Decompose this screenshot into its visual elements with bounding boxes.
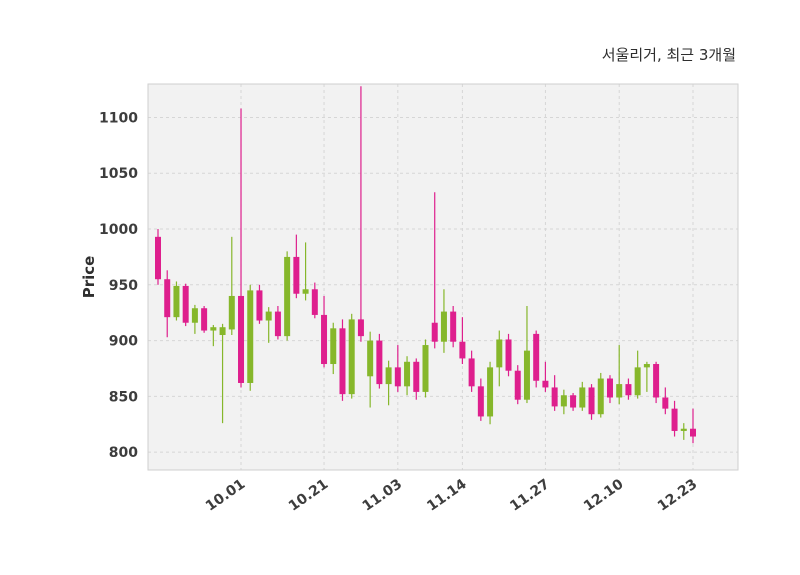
candle-body bbox=[671, 408, 678, 431]
candle-body bbox=[348, 319, 355, 395]
candle-body bbox=[570, 395, 577, 408]
y-tick-label: 1050 bbox=[99, 166, 138, 182]
candle-body bbox=[357, 319, 364, 337]
candle-body bbox=[210, 327, 217, 331]
candle-body bbox=[477, 386, 484, 417]
plot-border bbox=[147, 83, 739, 471]
x-axis-tick-labels: 10.01 10.21 11.03 11.14 11.27 12.10 12.23 bbox=[203, 476, 700, 515]
price-axis-label: Price bbox=[80, 256, 98, 299]
plot-area bbox=[148, 84, 738, 470]
candle-body bbox=[459, 341, 466, 359]
candle-body bbox=[560, 395, 567, 407]
candle-body bbox=[265, 311, 272, 321]
candle-body bbox=[643, 364, 650, 368]
candles-group bbox=[155, 86, 696, 444]
candle-body bbox=[690, 428, 696, 437]
candle-body bbox=[487, 367, 494, 417]
candle-body bbox=[579, 387, 586, 408]
candle-body bbox=[182, 285, 189, 323]
candle-body bbox=[653, 364, 660, 398]
candle-body bbox=[422, 345, 429, 392]
candle-body bbox=[376, 340, 383, 385]
y-axis-tick-labels: 800 850 900 950 1000 1050 1100 bbox=[99, 110, 138, 461]
candle-body bbox=[238, 295, 245, 383]
candle-body bbox=[191, 308, 198, 323]
candle-body bbox=[339, 328, 346, 395]
candle-body bbox=[247, 290, 254, 383]
candle-body bbox=[413, 361, 420, 392]
candle-body bbox=[468, 358, 475, 387]
candle-body bbox=[625, 384, 632, 396]
x-tick-label: 10.21 bbox=[286, 476, 331, 515]
candle-body bbox=[330, 328, 337, 365]
candle-body bbox=[588, 387, 595, 415]
candle-body bbox=[173, 285, 180, 318]
candle-body bbox=[542, 380, 549, 388]
candle-body bbox=[284, 256, 291, 337]
y-tick-label: 950 bbox=[109, 278, 138, 294]
candle-body bbox=[394, 367, 401, 387]
candle-body bbox=[219, 327, 226, 336]
candle-body bbox=[634, 367, 641, 396]
candle-body bbox=[311, 289, 318, 315]
y-tick-label: 850 bbox=[109, 389, 138, 405]
candle-body bbox=[505, 339, 512, 371]
candle-body bbox=[533, 333, 540, 381]
candle-body bbox=[514, 370, 521, 400]
candle-body bbox=[302, 289, 309, 294]
candle-body bbox=[551, 387, 558, 407]
candle-body bbox=[385, 367, 392, 385]
y-tick-label: 800 bbox=[109, 445, 138, 461]
candle-body bbox=[367, 340, 374, 377]
candle-body bbox=[597, 378, 604, 415]
candle-body bbox=[431, 322, 438, 342]
candle-body bbox=[321, 314, 328, 365]
candle-body bbox=[662, 397, 669, 409]
candle-body bbox=[293, 256, 300, 294]
y-tick-label: 1100 bbox=[99, 110, 138, 126]
candle-body bbox=[450, 311, 457, 342]
candle-body bbox=[256, 290, 263, 321]
y-tick-label: 1000 bbox=[99, 222, 138, 238]
chart-title: 서울리거, 최근 3개월 bbox=[601, 46, 736, 64]
x-tick-label: 11.03 bbox=[360, 476, 405, 515]
candle-body bbox=[523, 350, 530, 400]
x-tick-label: 12.23 bbox=[655, 476, 700, 515]
x-tick-label: 10.01 bbox=[203, 476, 248, 515]
candle-body bbox=[155, 236, 161, 280]
y-tick-label: 900 bbox=[109, 334, 138, 350]
candle-body bbox=[201, 308, 208, 331]
candle-body bbox=[228, 295, 235, 330]
candle-body bbox=[606, 378, 613, 398]
x-tick-label: 12.10 bbox=[581, 476, 627, 515]
candle-body bbox=[680, 428, 687, 431]
candle-body bbox=[616, 384, 623, 398]
candle-body bbox=[164, 279, 171, 318]
candle-body bbox=[440, 311, 447, 342]
candle-body bbox=[404, 361, 411, 387]
x-tick-label: 11.14 bbox=[424, 476, 470, 515]
candle-body bbox=[496, 339, 503, 368]
candle-body bbox=[274, 311, 281, 337]
x-tick-label: 11.27 bbox=[507, 476, 552, 515]
